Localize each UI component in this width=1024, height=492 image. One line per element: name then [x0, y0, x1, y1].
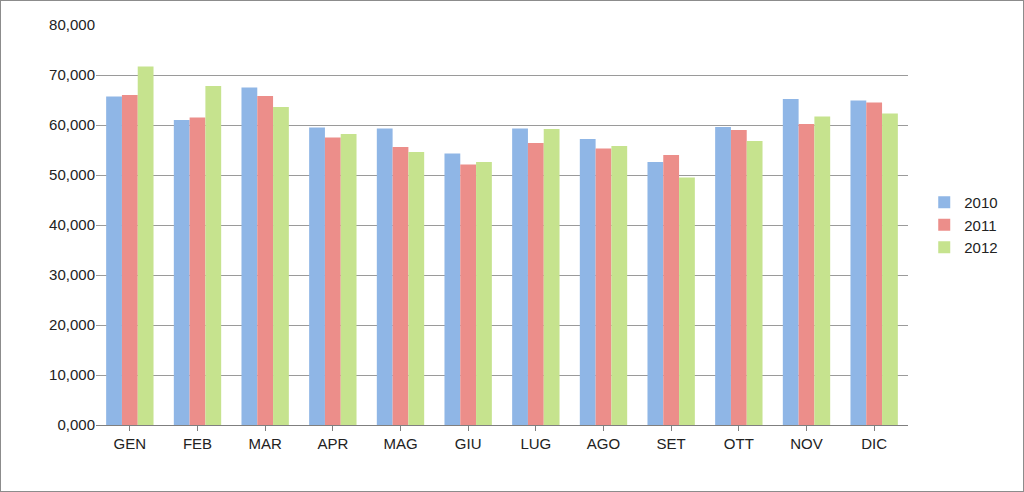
svg-text:SET: SET [657, 435, 686, 452]
svg-text:60,000: 60,000 [49, 116, 95, 133]
svg-text:AGO: AGO [587, 435, 620, 452]
svg-text:50,000: 50,000 [49, 166, 95, 183]
svg-text:OTT: OTT [724, 435, 754, 452]
svg-text:LUG: LUG [520, 435, 551, 452]
svg-text:MAR: MAR [248, 435, 282, 452]
svg-text:GIU: GIU [455, 435, 482, 452]
svg-text:30,000: 30,000 [49, 266, 95, 283]
svg-text:NOV: NOV [790, 435, 823, 452]
svg-text:FEB: FEB [183, 435, 212, 452]
svg-text:10,000: 10,000 [49, 366, 95, 383]
svg-text:DIC: DIC [861, 435, 887, 452]
svg-text:40,000: 40,000 [49, 216, 95, 233]
svg-text:2011: 2011 [964, 217, 996, 234]
svg-text:GEN: GEN [114, 435, 147, 452]
svg-text:20,000: 20,000 [49, 316, 95, 333]
svg-text:0,000: 0,000 [57, 416, 95, 433]
svg-text:2012: 2012 [964, 239, 997, 256]
svg-text:APR: APR [317, 435, 348, 452]
svg-text:80,000: 80,000 [49, 16, 95, 33]
svg-text:2010: 2010 [964, 194, 997, 211]
svg-text:70,000: 70,000 [49, 66, 95, 83]
svg-text:MAG: MAG [383, 435, 417, 452]
